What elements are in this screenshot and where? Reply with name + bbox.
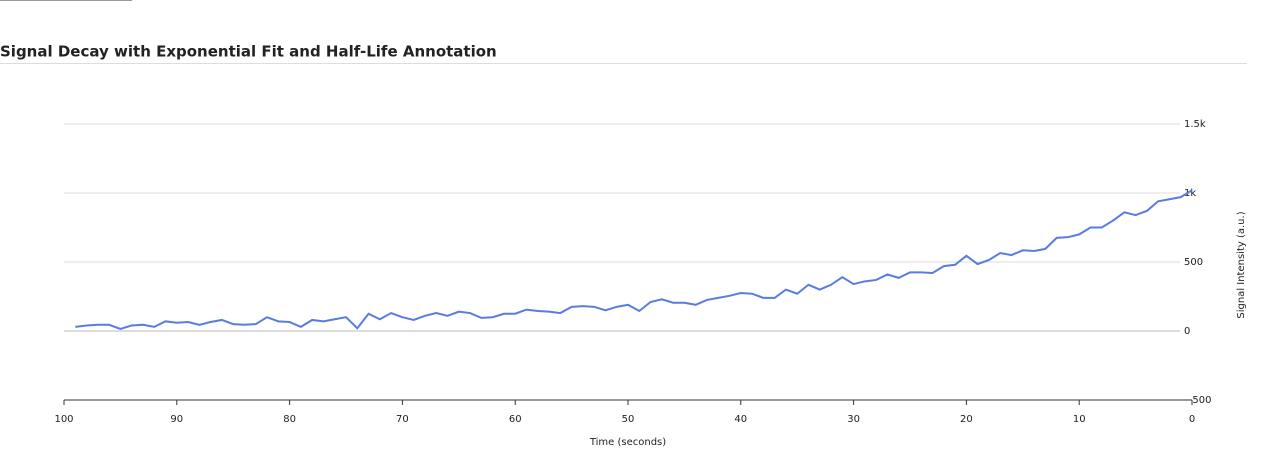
x-tick-label: 30 — [847, 414, 860, 425]
x-tick-label: 70 — [396, 414, 409, 425]
y-tick-label: 500 — [1184, 257, 1203, 268]
x-tick-label: 10 — [1073, 414, 1086, 425]
y-tick-label: 1k — [1184, 188, 1196, 199]
y-tick-label: 1.5k — [1184, 119, 1206, 130]
x-tick-label: 50 — [622, 414, 635, 425]
y-axis-label: Signal Intensity (a.u.) — [1236, 211, 1247, 318]
x-tick-label: 40 — [734, 414, 747, 425]
chart-title: Signal Decay with Exponential Fit and Ha… — [0, 43, 497, 61]
x-tick-label: 20 — [960, 414, 973, 425]
x-tick-label: 0 — [1189, 414, 1195, 425]
x-axis-label: Time (seconds) — [589, 437, 666, 448]
y-tick-label: 0 — [1184, 326, 1190, 337]
data-line — [75, 189, 1193, 330]
x-tick-label: 60 — [509, 414, 522, 425]
x-tick-label: 90 — [170, 414, 183, 425]
y-tick-label: −500 — [1184, 395, 1211, 406]
x-tick-label: 100 — [54, 414, 73, 425]
x-tick-label: 80 — [283, 414, 296, 425]
